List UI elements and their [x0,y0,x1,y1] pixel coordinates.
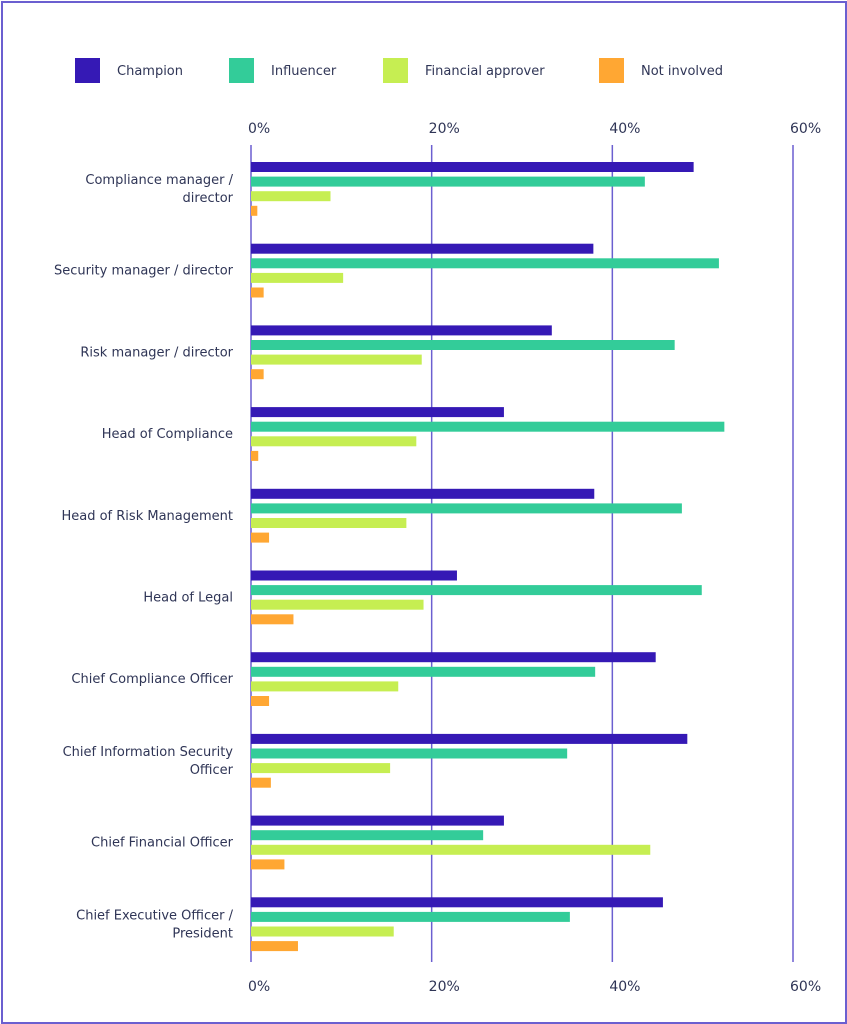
bar-influencer [251,830,484,841]
bar-influencer [251,503,682,514]
bar-champion [251,897,663,908]
category-label: Head of Compliance [102,427,233,442]
bar-not-involved [251,532,270,543]
legend-swatch [383,58,408,83]
bar-champion [251,733,688,744]
bar-influencer [251,340,675,350]
category-label: Compliance manager / [85,173,233,188]
x-tick-label-bottom: 0% [248,979,270,995]
bar-financial-approver [251,681,399,692]
legend-swatch [599,58,624,83]
legend-label: Champion [117,64,183,79]
category-labels: Compliance manager / director Security man… [54,173,234,941]
bar-not-involved [251,205,258,216]
legend-label: Financial approver [425,64,545,79]
bar-influencer [251,666,596,677]
bar-champion [251,243,594,254]
bar-financial-approver [251,272,344,283]
bar-financial-approver [251,436,417,447]
category-label: Chief Financial Officer [91,836,234,851]
category-label: director [183,191,234,206]
legend-swatch [75,58,100,83]
x-tick-label-top: 0% [248,121,270,137]
bar-financial-approver [251,926,394,937]
bar-champion [251,488,595,499]
bar-influencer [251,176,645,187]
bar-influencer [251,585,702,596]
bar-not-involved [251,287,264,298]
bar-champion [251,407,504,418]
bar-influencer [251,748,568,759]
legend-label: Not involved [641,64,723,79]
category-label: Risk manager / director [80,345,233,360]
bar-influencer [251,421,725,432]
bar-not-involved [251,777,271,788]
bar-champion [251,815,504,826]
bar-not-involved [251,369,264,380]
bar-influencer [251,258,719,269]
bar-not-involved [251,450,259,461]
category-label: Head of Risk Management [61,509,233,524]
bar-influencer [251,911,570,922]
x-tick-label-bottom: 20% [429,979,460,995]
axis-ticks: 0% 0% 20% 20% 40% 40% 60% 60% [248,121,821,995]
bar-not-involved [251,614,294,625]
category-label: Chief Compliance Officer [71,672,233,687]
bar-champion [251,652,656,663]
legend-swatch [229,58,254,83]
x-tick-label-top: 20% [429,121,460,137]
bar-financial-approver [251,763,391,774]
bar-not-involved [251,941,298,952]
bar-champion [251,325,552,336]
bar-not-involved [251,859,285,870]
category-label: Head of Legal [143,591,233,606]
category-label: Security manager / director [54,264,234,279]
x-tick-label-top: 60% [790,121,821,137]
bar-champion [251,162,694,172]
bar-financial-approver [251,354,422,365]
x-tick-label-top: 40% [609,121,640,137]
category-label: Chief Information Security [63,745,234,760]
bar-financial-approver [251,844,651,855]
bars [251,162,725,952]
legend: Champion Influencer Financial approver Not … [75,58,723,83]
bar-not-involved [251,696,270,706]
category-label: Chief Executive Officer / [76,908,233,923]
gridlines [250,145,794,962]
x-tick-label-bottom: 60% [790,979,821,995]
legend-label: Influencer [271,64,337,79]
bar-financial-approver [251,518,407,528]
x-tick-label-bottom: 40% [609,979,640,995]
bar-financial-approver [251,599,424,610]
bar-champion [251,570,457,581]
category-label: President [172,926,233,941]
category-label: Officer [190,763,234,778]
bar-financial-approver [251,191,331,202]
